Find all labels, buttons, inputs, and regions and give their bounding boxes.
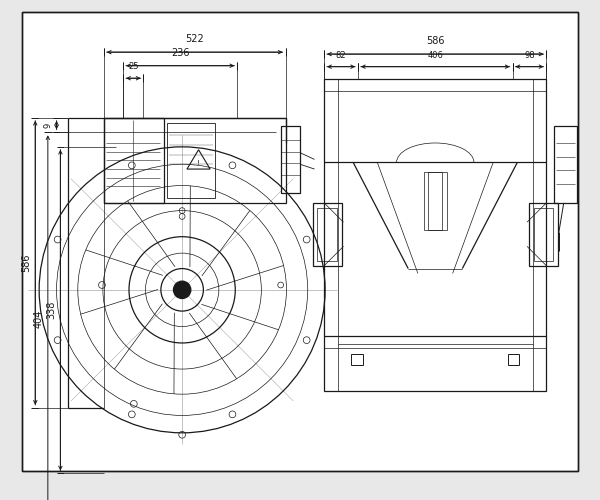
Text: 404: 404 <box>34 309 44 328</box>
Text: !: ! <box>197 160 200 166</box>
Bar <box>351 354 363 365</box>
Bar <box>508 354 520 365</box>
Circle shape <box>173 281 191 298</box>
Bar <box>554 126 577 203</box>
Bar <box>167 122 215 198</box>
Text: 586: 586 <box>426 36 445 46</box>
Bar <box>281 126 300 193</box>
Bar <box>104 118 164 203</box>
Bar <box>313 203 341 266</box>
Text: 338: 338 <box>47 301 56 320</box>
Text: 522: 522 <box>185 34 204 44</box>
Text: 98: 98 <box>524 51 535 60</box>
Text: 25: 25 <box>128 62 139 72</box>
Text: 236: 236 <box>171 48 190 58</box>
Bar <box>317 208 337 261</box>
Bar <box>428 172 442 230</box>
Bar <box>324 79 547 392</box>
Text: 406: 406 <box>427 51 443 60</box>
Bar <box>424 172 447 230</box>
Bar <box>529 203 558 266</box>
Bar <box>104 118 286 203</box>
Text: 586: 586 <box>22 254 31 272</box>
Bar <box>534 208 553 261</box>
Text: 9: 9 <box>44 122 53 128</box>
Text: 82: 82 <box>336 51 346 60</box>
